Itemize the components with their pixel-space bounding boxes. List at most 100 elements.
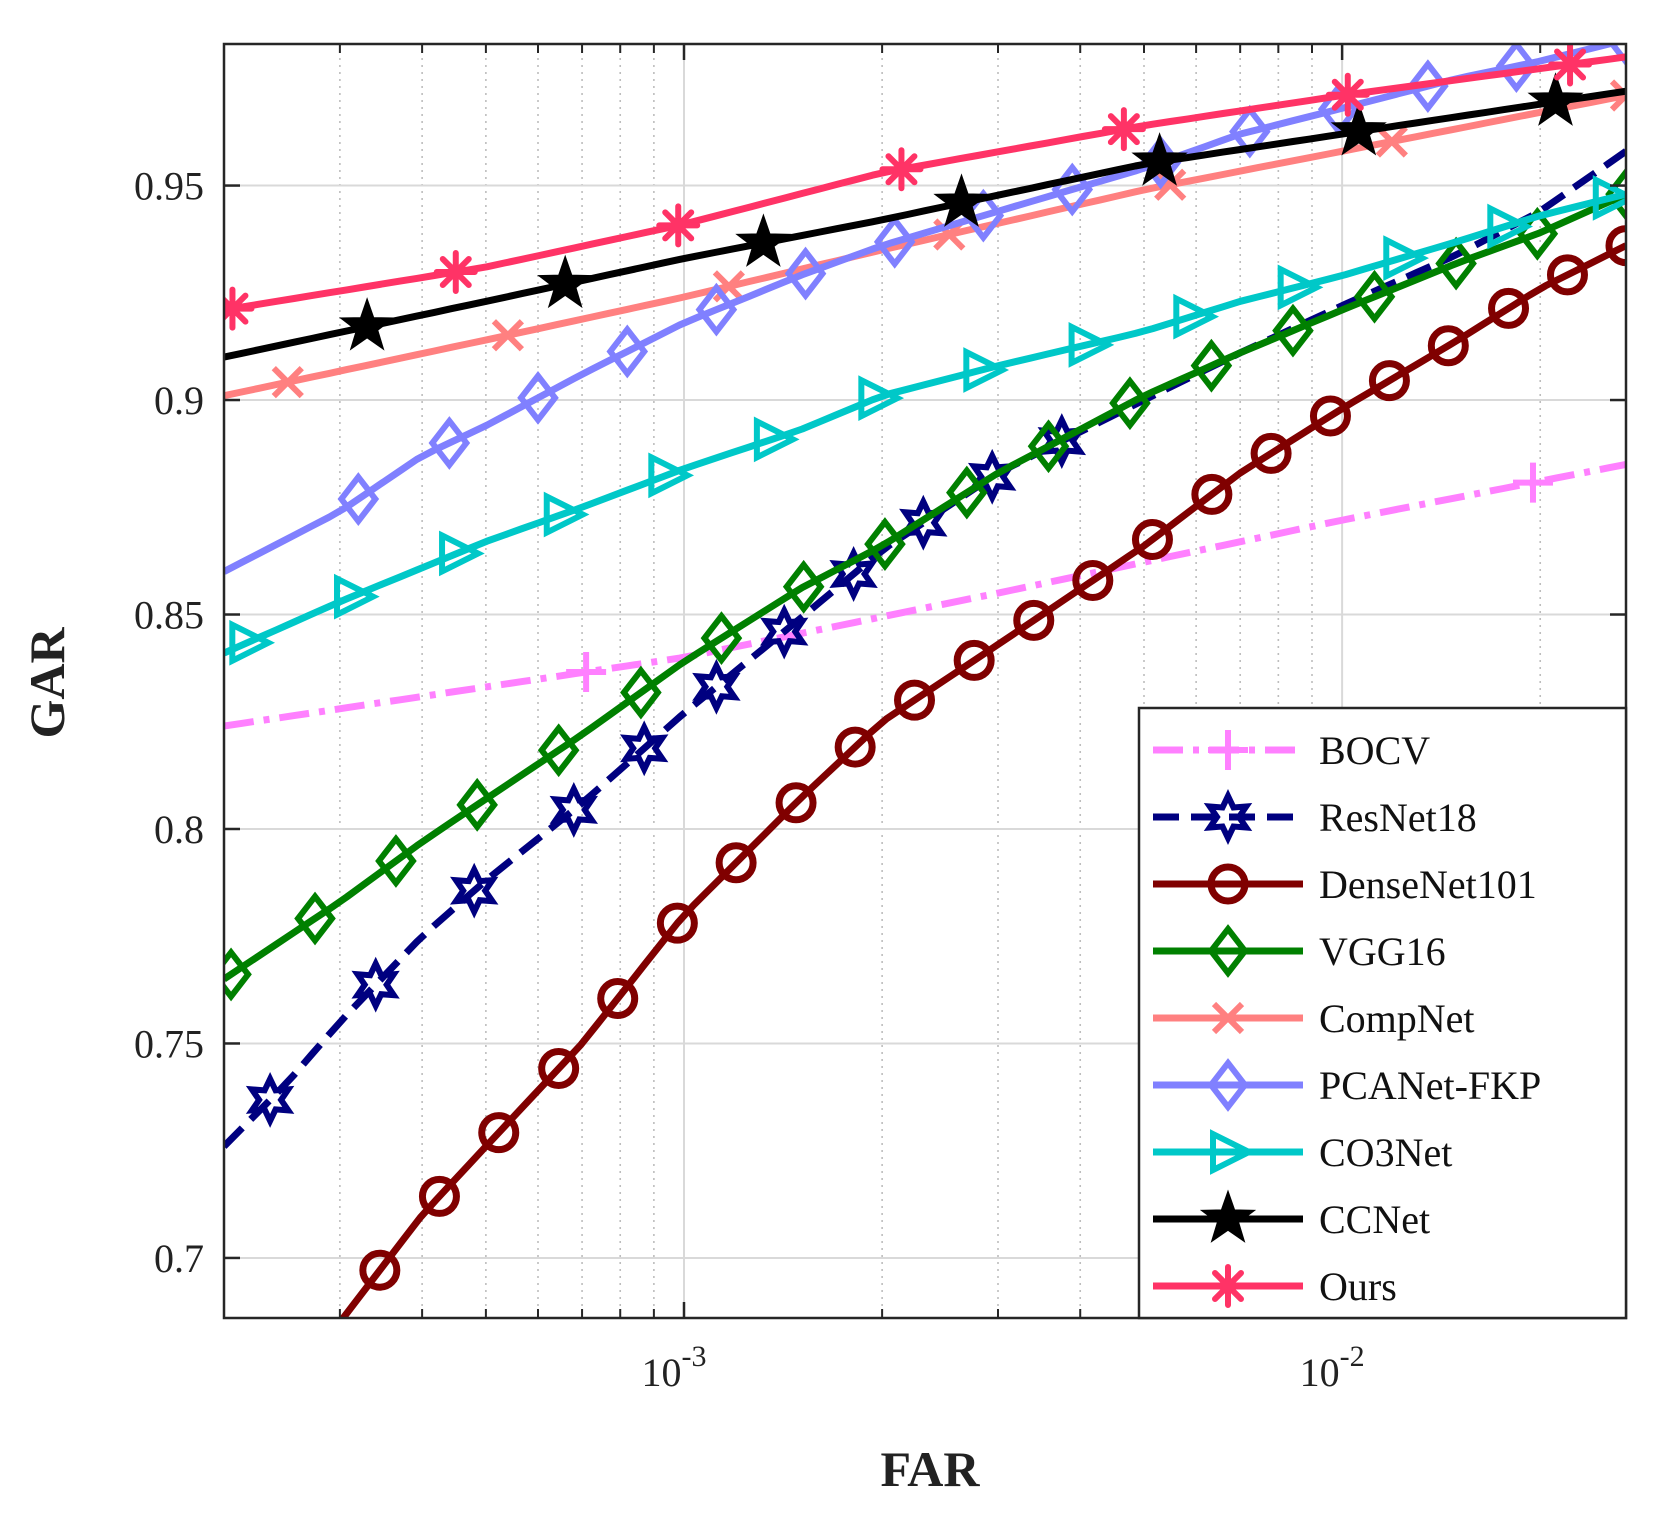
data-point-vgg16: [700, 611, 743, 666]
data-point-resnet18: [549, 781, 599, 838]
axes: [222, 42, 1628, 1320]
data-point-densenet101: [478, 1112, 520, 1154]
data-point-densenet101: [1427, 325, 1469, 367]
data-point-co3net: [1592, 175, 1626, 221]
data-point-compnet: [271, 366, 304, 399]
data-point-compnet: [1154, 168, 1187, 201]
data-point-pcanet-fkp: [428, 416, 471, 470]
data-point-co3net: [229, 619, 276, 666]
data-point-co3net: [334, 573, 380, 620]
data-point-co3net: [1068, 322, 1115, 368]
data-point-resnet18: [351, 956, 400, 1013]
series-line-vgg16: [224, 190, 1626, 983]
series-line-bocv: [224, 460, 1626, 730]
series-line-compnet: [224, 92, 1626, 400]
data-point-vgg16: [1435, 236, 1477, 291]
data-point-resnet18: [759, 603, 809, 660]
legend-entry-ours: Ours: [1153, 1264, 1397, 1309]
legend-marker: [1207, 863, 1249, 905]
data-point-densenet101: [1250, 432, 1292, 474]
legend-entry-resnet18: ResNet18: [1153, 789, 1477, 845]
x-axis-label: FAR: [880, 1441, 980, 1497]
data-point-pcanet-fkp: [606, 324, 649, 379]
legend-label: CO3Net: [1319, 1130, 1452, 1175]
legend-entry-co3net: CO3Net: [1153, 1129, 1452, 1175]
series-densenet101: [338, 225, 1626, 1318]
legend-entry-vgg16: VGG16: [1153, 924, 1446, 978]
legend-label: Ours: [1319, 1264, 1397, 1309]
series-co3net: [224, 175, 1626, 666]
data-point-vgg16: [1272, 303, 1314, 358]
data-point-densenet101: [715, 842, 757, 884]
data-point-densenet101: [359, 1249, 401, 1291]
legend-label: VGG16: [1319, 929, 1446, 974]
data-point-resnet18: [449, 862, 499, 919]
data-point-vgg16: [224, 947, 252, 1002]
data-point-vgg16: [864, 517, 906, 571]
data-point-co3net: [543, 491, 590, 538]
data-point-vgg16: [1027, 419, 1070, 474]
legend-label: DenseNet101: [1319, 862, 1537, 907]
legend-label: BOCV: [1319, 728, 1430, 773]
series-pcanet-fkp: [224, 44, 1626, 575]
data-point-vgg16: [782, 559, 825, 614]
series-ccnet: [224, 72, 1626, 361]
y-tick-label: 0.8: [154, 807, 204, 852]
data-point-resnet18: [245, 1071, 295, 1128]
data-point-densenet101: [1546, 254, 1588, 296]
data-point-ccnet: [1527, 72, 1584, 126]
data-point-ours: [433, 249, 478, 294]
legend-marker: [1203, 789, 1253, 845]
series-resnet18: [224, 148, 1626, 1149]
data-point-resnet18: [829, 546, 878, 602]
data-point-ours: [879, 147, 924, 192]
data-point-densenet101: [538, 1048, 580, 1090]
data-point-ours: [1548, 44, 1593, 87]
data-point-ours: [1101, 107, 1146, 152]
data-point-ccnet: [1330, 102, 1387, 156]
data-point-resnet18: [692, 658, 741, 715]
legend-marker: [1199, 1189, 1257, 1243]
data-point-pcanet-fkp: [784, 246, 827, 301]
data-point-ccnet: [1131, 132, 1188, 186]
series-layer: [224, 44, 1626, 1318]
x-tick-label: 10-3: [642, 1340, 707, 1395]
legend-entry-pcanet-fkp: PCANet-FKP: [1153, 1058, 1541, 1112]
data-point-vgg16: [537, 723, 580, 778]
series-line-pcanet-fkp: [224, 44, 1624, 575]
legend-marker: [1206, 1264, 1250, 1308]
data-point-densenet101: [775, 782, 817, 824]
y-tick-label: 0.95: [134, 164, 204, 209]
data-point-pcanet-fkp: [873, 214, 916, 269]
data-point-vgg16: [294, 891, 336, 946]
legend-entry-ccnet: CCNet: [1153, 1189, 1430, 1243]
plot-frame: [222, 42, 1628, 1320]
data-point-densenet101: [1072, 559, 1114, 601]
data-point-bocv: [566, 652, 607, 693]
legend-label: ResNet18: [1319, 795, 1477, 840]
data-point-densenet101: [953, 639, 995, 681]
legend: BOCV ResNet18 DenseNet101 VGG16 CompNet PCANe…: [1137, 706, 1628, 1320]
data-point-co3net: [439, 530, 485, 577]
data-point-bocv: [1512, 462, 1553, 503]
y-axis-label: GAR: [19, 627, 75, 739]
data-point-densenet101: [1309, 395, 1351, 437]
tick-labels: 10-3 10-2 0.7 0.75 0.8 0.85 0.9 0.95: [134, 164, 1365, 1395]
data-point-densenet101: [597, 977, 639, 1019]
series-compnet: [224, 79, 1626, 400]
data-point-ccnet: [735, 213, 792, 267]
legend-label: CCNet: [1319, 1197, 1430, 1242]
data-point-co3net: [753, 416, 800, 463]
data-point-ours: [1325, 72, 1370, 117]
legend-label: PCANet-FKP: [1319, 1063, 1541, 1108]
series-ours: [224, 44, 1626, 331]
y-tick-label: 0.7: [154, 1236, 204, 1281]
legend-label: CompNet: [1319, 996, 1475, 1041]
data-point-densenet101: [894, 679, 936, 721]
data-point-co3net: [1277, 264, 1324, 311]
data-point-vgg16: [375, 834, 417, 888]
data-point-ours: [656, 203, 701, 248]
data-point-pcanet-fkp: [1495, 44, 1538, 94]
legend-entry-bocv: BOCV: [1153, 728, 1430, 773]
